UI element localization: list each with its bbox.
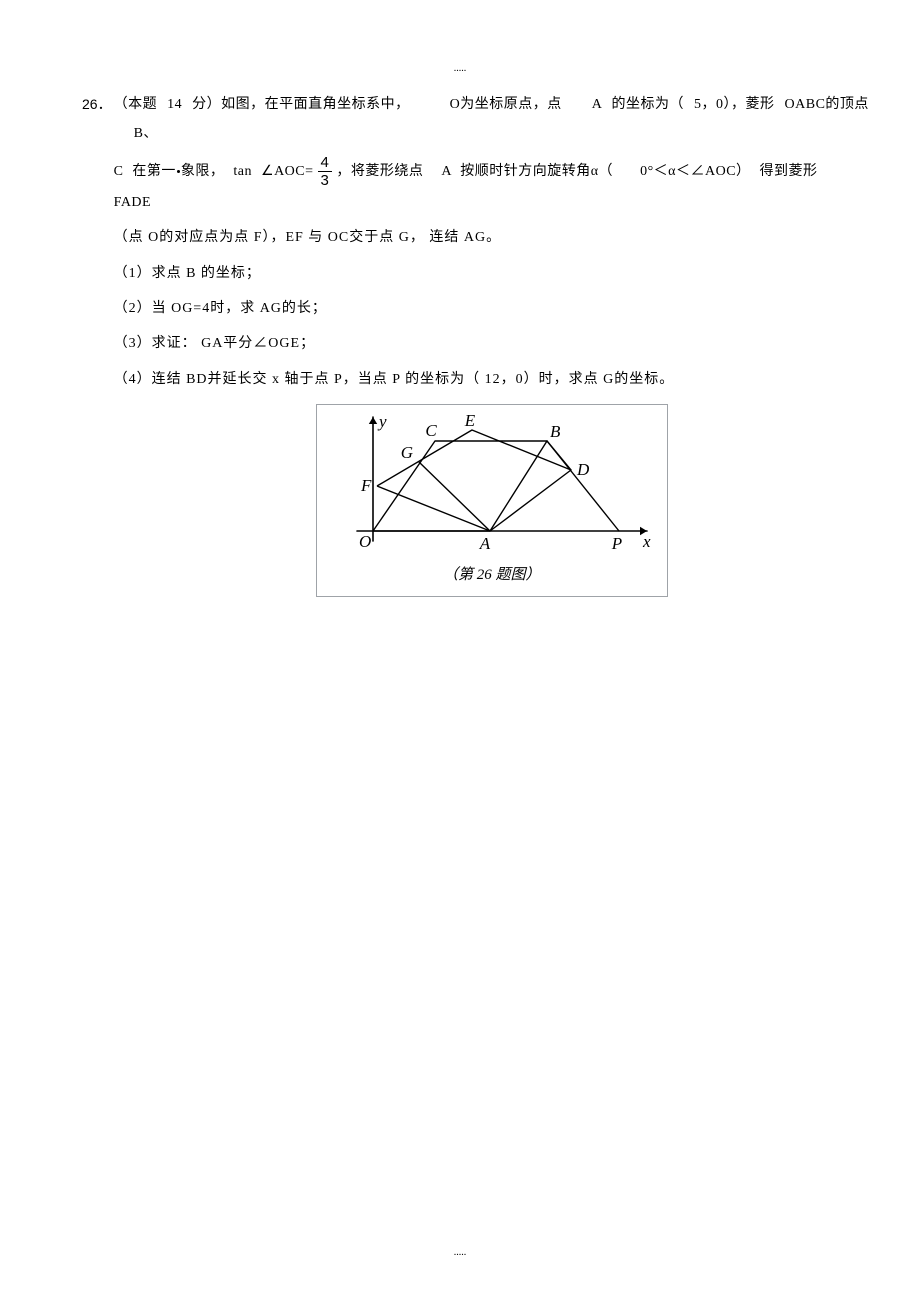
text: A 的坐标为（ 5，0），菱形 OABC的顶点: [592, 97, 869, 112]
geometry-figure: Ox y A P C B F E D G: [327, 411, 657, 556]
svg-text:y: y: [377, 412, 387, 431]
stem-line-3: （点 O的对应点为点 F），EF 与 OC交于点 G， 连结 AG。: [114, 223, 870, 252]
text: 象限， tan ∠AOC=: [181, 157, 314, 186]
svg-text:F: F: [360, 476, 372, 495]
question-body: （本题 14 分）如图，在平面直角坐标系中， O为坐标原点，点 A 的坐标为（ …: [112, 90, 870, 597]
text: 0°＜α＜∠AOC） 得到菱形: [640, 157, 818, 186]
stem-line-2: C 在第一 象限， tan ∠AOC= 4 3 ，将菱形绕点 A 按顺时针方向旋…: [114, 155, 870, 217]
fraction-denominator: 3: [318, 172, 333, 188]
sub-question-1: （1）求点 B 的坐标；: [114, 259, 870, 288]
svg-text:C: C: [425, 421, 437, 440]
fraction-numerator: 4: [318, 155, 333, 172]
text: O为坐标原点，点: [450, 97, 562, 112]
header-dots: .....: [454, 58, 467, 79]
figure-container: Ox y A P C B F E D G （第 26 题图）: [114, 404, 870, 597]
text: FADE: [114, 188, 152, 217]
svg-text:P: P: [611, 534, 622, 553]
svg-text:x: x: [642, 532, 651, 551]
stem-line-1: （本题 14 分）如图，在平面直角坐标系中， O为坐标原点，点 A 的坐标为（ …: [114, 90, 870, 149]
fraction: 4 3: [318, 155, 333, 188]
text: C 在第一: [114, 157, 176, 186]
svg-text:E: E: [464, 411, 476, 430]
figure-box: Ox y A P C B F E D G （第 26 题图）: [316, 404, 668, 597]
sub-question-3: （3）求证： GA平分∠OGE；: [114, 329, 870, 358]
footer-dots: .....: [454, 1242, 467, 1263]
question-26: 26． （本题 14 分）如图，在平面直角坐标系中， O为坐标原点，点 A 的坐…: [82, 90, 870, 597]
text: B、: [134, 126, 158, 141]
text: 14 分）如图，在平面直角坐标系中，: [167, 97, 410, 112]
svg-text:B: B: [550, 422, 561, 441]
sub-question-2: （2）当 OG=4时，求 AG的长；: [114, 294, 870, 323]
text: （本题: [114, 97, 158, 112]
text: A 按顺时针方向旋转角α（: [441, 157, 613, 186]
dot-icon: [177, 170, 180, 173]
svg-text:A: A: [479, 534, 491, 553]
figure-caption: （第 26 题图）: [327, 560, 657, 592]
svg-text:O: O: [359, 532, 371, 551]
svg-text:G: G: [401, 443, 413, 462]
question-number: 26．: [82, 90, 112, 119]
text: ，将菱形绕点: [336, 157, 423, 186]
svg-text:D: D: [576, 460, 590, 479]
sub-question-4: （4）连结 BD并延长交 x 轴于点 P，当点 P 的坐标为（ 12，0）时，求…: [114, 365, 870, 394]
